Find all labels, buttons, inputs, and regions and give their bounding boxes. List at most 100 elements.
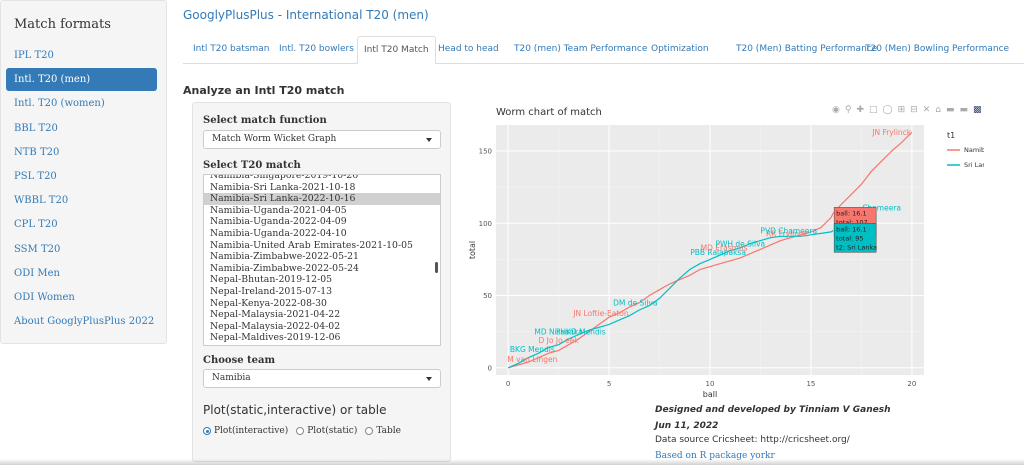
radio-label: Plot(static) bbox=[307, 426, 358, 436]
wicket-label: PWH de Silva bbox=[715, 239, 765, 248]
team-label: Choose team bbox=[203, 355, 276, 366]
zoom-out-icon[interactable]: ⊟ bbox=[910, 105, 918, 115]
tab-batting-performance[interactable]: T20 (Men) Batting Performance bbox=[736, 44, 878, 54]
legend-entry: Namibia bbox=[964, 146, 984, 154]
list-item[interactable]: Namibia-Uganda-2022-04-09 bbox=[210, 216, 347, 228]
sidebar-item-odi-women[interactable]: ODI Women bbox=[14, 292, 75, 303]
tab-optimization[interactable]: Optimization bbox=[651, 44, 709, 54]
autoscale-icon[interactable]: ✕ bbox=[922, 105, 931, 115]
tab-team-performance[interactable]: T20 (men) Team Performance bbox=[514, 44, 648, 54]
radio-plot-interactive[interactable]: Plot(interactive) bbox=[203, 426, 288, 436]
sidebar-item-ntb-t20[interactable]: NTB T20 bbox=[14, 146, 60, 158]
list-item[interactable]: Namibia-Uganda-2022-04-10 bbox=[210, 227, 347, 239]
y-tick-label: 50 bbox=[483, 292, 492, 300]
match-listbox[interactable]: Namibia-Singapore-2019-10-26 Namibia-Sri … bbox=[203, 174, 441, 346]
sidebar-item-intl-t20-women[interactable]: Intl. T20 (women) bbox=[14, 98, 105, 110]
hover-compare-icon[interactable]: ▬ bbox=[959, 105, 968, 115]
yorkr-link[interactable]: Based on R package yorkr bbox=[655, 451, 775, 461]
sidebar-item-cpl-t20[interactable]: CPL T20 bbox=[14, 219, 58, 231]
y-tick-label: 100 bbox=[479, 220, 492, 228]
wicket-label: Chameera bbox=[862, 203, 901, 212]
list-item[interactable]: Namibia-United Arab Emirates-2021-10-05 bbox=[210, 239, 413, 251]
list-item[interactable]: Namibia-Uganda-2021-04-05 bbox=[210, 204, 347, 216]
sidebar-item-ssm-t20[interactable]: SSM T20 bbox=[14, 243, 61, 255]
sidebar-item-about-googlyplusplus-2022[interactable]: About GooglyPlusPlus 2022 bbox=[14, 316, 155, 328]
wicket-label: BKG Mendis bbox=[510, 345, 555, 354]
hover-tooltip-text: ball: 16.1 bbox=[836, 209, 866, 217]
list-item[interactable]: Namibia-Sri Lanka-2021-10-18 bbox=[210, 181, 356, 193]
tab-intl-t20-bowlers[interactable]: Intl. T20 bowlers bbox=[279, 44, 354, 54]
match-label: Select T20 match bbox=[203, 160, 301, 171]
sidebar-item-bbl-t20[interactable]: BBL T20 bbox=[14, 122, 58, 134]
list-item[interactable]: Nepal-Maldives-2019-12-06 bbox=[210, 332, 341, 344]
list-item[interactable]: Nepal-Kenya-2022-08-30 bbox=[210, 297, 327, 309]
list-item[interactable]: Namibia-Zimbabwe-2022-05-24 bbox=[210, 262, 359, 274]
sidebar-item-wbbl-t20[interactable]: WBBL T20 bbox=[14, 195, 69, 207]
box-select-icon[interactable]: □ bbox=[869, 105, 878, 115]
y-tick-label: 150 bbox=[479, 148, 492, 156]
tab-intl-t20-batsman[interactable]: Intl T20 batsman bbox=[193, 44, 270, 54]
hover-tooltip-text: ball: 16.1 bbox=[836, 225, 866, 233]
radio-label: Plot(interactive) bbox=[214, 426, 289, 436]
spike-lines-icon[interactable]: ▬ bbox=[945, 105, 955, 115]
control-panel: Select match function Match Worm Wicket … bbox=[192, 102, 451, 462]
wicket-label: JN Loftie-Eaton bbox=[572, 309, 629, 318]
list-item[interactable]: Nepal-Ireland-2015-07-13 bbox=[210, 285, 333, 297]
tab-bar: Intl T20 batsman Intl. T20 bowlers Intl … bbox=[183, 36, 1024, 64]
legend-entry: Sri Lanka bbox=[964, 161, 984, 169]
lasso-icon[interactable]: ◯ bbox=[882, 105, 893, 115]
sidebar-item-intl-t20-men[interactable]: Intl. T20 (men) bbox=[6, 68, 157, 92]
radio-label: Table bbox=[376, 426, 402, 436]
function-select-value: Match Worm Wicket Graph bbox=[212, 134, 337, 144]
list-item[interactable]: Nepal-Bhutan-2019-12-05 bbox=[210, 274, 333, 286]
list-item[interactable]: Namibia-Zimbabwe-2022-05-21 bbox=[210, 251, 359, 263]
team-select[interactable]: Namibia bbox=[203, 369, 441, 388]
credit-source: Data source Cricsheet: http://cricsheet.… bbox=[655, 435, 850, 445]
app-title: GooglyPlusPlus - International T20 (men) bbox=[183, 8, 429, 22]
wicket-label: M van Lingen bbox=[507, 355, 557, 364]
hover-tooltip-text: total: 107 bbox=[836, 218, 868, 226]
sidebar-item-ipl-t20[interactable]: IPL T20 bbox=[14, 50, 54, 61]
x-axis-label: ball bbox=[703, 390, 717, 399]
sidebar-title: Match formats bbox=[14, 17, 111, 32]
wicket-label: PVD Chameera bbox=[760, 226, 817, 235]
list-item[interactable]: Namibia-Sri Lanka-2022-10-16 bbox=[204, 193, 440, 205]
x-tick-label: 0 bbox=[506, 380, 510, 388]
zoom-in-icon[interactable]: ⊞ bbox=[897, 105, 906, 115]
team-select-value: Namibia bbox=[212, 373, 251, 383]
radio-unchecked-icon[interactable] bbox=[296, 427, 305, 435]
listbox-scrollbar[interactable] bbox=[435, 262, 438, 273]
plot-type-radio-group: Plot(interactive) Plot(static) Table bbox=[203, 426, 401, 436]
credit-designed: Designed and developed by Tinniam V Gane… bbox=[655, 405, 891, 415]
wicket-label: MD Erasmus bbox=[701, 244, 748, 253]
tab-bowling-performance[interactable]: T20 (Men) Bowling Performance bbox=[865, 44, 1010, 54]
radio-plot-static[interactable]: Plot(static) bbox=[296, 426, 357, 436]
list-item[interactable]: Nepal-Maldives-2019-12-09 bbox=[204, 344, 440, 345]
radio-table[interactable]: Table bbox=[365, 426, 401, 436]
x-tick-label: 5 bbox=[607, 380, 611, 388]
function-label: Select match function bbox=[203, 115, 327, 126]
section-title: Analyze an Intl T20 match bbox=[183, 84, 345, 97]
function-select[interactable]: Match Worm Wicket Graph bbox=[203, 130, 441, 149]
plotly-logo-icon[interactable]: ▩ bbox=[972, 105, 982, 115]
series-line-namibia bbox=[507, 131, 913, 369]
window-shadow bbox=[0, 459, 1024, 465]
tab-head-to-head[interactable]: Head to head bbox=[438, 44, 499, 54]
list-item[interactable]: Namibia-Singapore-2019-10-26 bbox=[210, 174, 359, 181]
wicket-label: PHKD Mendis bbox=[556, 328, 606, 337]
wicket-label: MD Nissanka bbox=[534, 328, 582, 337]
wicket-label: RR Frylinck bbox=[766, 229, 808, 238]
tab-intl-t20-match[interactable]: Intl T20 Match bbox=[357, 36, 436, 64]
worm-chart[interactable]: 0 5 10 15 20 0 50 100 150 ball total M van LingenBK… bbox=[466, 100, 984, 402]
camera-icon[interactable]: ◉ bbox=[832, 105, 840, 115]
radio-checked-icon[interactable] bbox=[203, 427, 211, 435]
home-icon[interactable]: ⌂ bbox=[935, 105, 941, 115]
zoom-icon[interactable]: ⚲ bbox=[844, 105, 852, 115]
pan-icon[interactable]: ✚ bbox=[856, 105, 864, 115]
sidebar-item-psl-t20[interactable]: PSL T20 bbox=[14, 171, 57, 182]
radio-unchecked-icon[interactable] bbox=[365, 427, 374, 435]
list-item[interactable]: Nepal-Malaysia-2022-04-02 bbox=[210, 320, 341, 332]
list-item[interactable]: Nepal-Malaysia-2021-04-22 bbox=[210, 309, 341, 321]
sidebar: Match formats bbox=[0, 0, 167, 344]
sidebar-item-odi-men[interactable]: ODI Men bbox=[14, 267, 60, 279]
